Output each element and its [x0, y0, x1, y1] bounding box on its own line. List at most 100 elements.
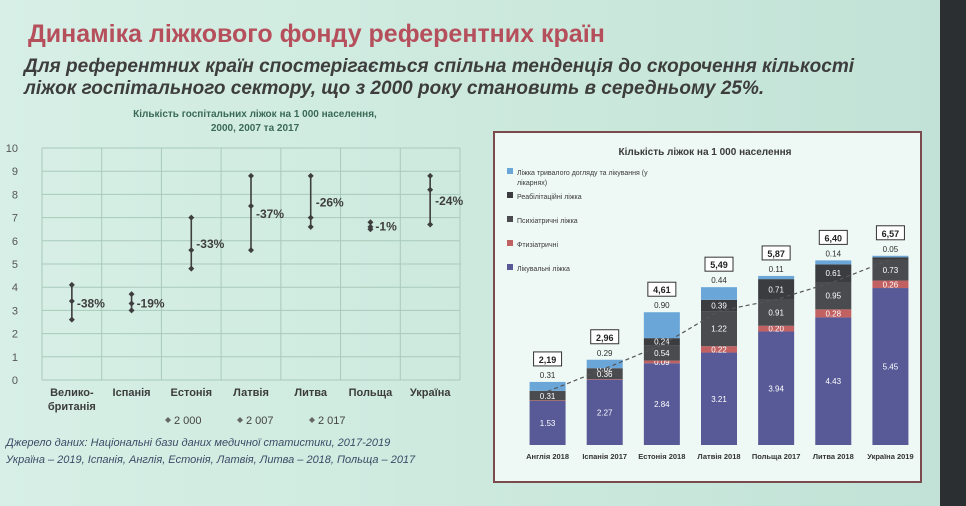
chart1-change-label: -37%	[256, 207, 284, 221]
chart1-y-tick-label: 9	[12, 166, 18, 178]
chart1-category-label: Латвія	[233, 387, 269, 399]
chart1-point-2007	[307, 214, 314, 221]
chart2-total-box	[761, 245, 791, 261]
chart2-segment-label: 0.31	[540, 392, 556, 401]
chart1-point-2007	[248, 203, 254, 209]
chart2-segment-label: 0.02	[597, 364, 613, 373]
chart2-total-label: 5,49	[710, 260, 728, 270]
chart1-change-label: -19%	[137, 296, 165, 310]
chart1-point-2007	[188, 247, 195, 254]
chart2-bar-segment	[758, 299, 795, 326]
slide: Динаміка ліжкового фонду референтних кра…	[0, 0, 940, 506]
chart2-legend-swatch	[507, 240, 513, 246]
chart1-point-2007	[68, 298, 75, 305]
chart2-bar-segment	[586, 359, 623, 369]
chart1-category-label: Велико-	[50, 387, 94, 399]
chart1-legend-marker	[237, 417, 243, 423]
chart1-point-2000	[367, 219, 374, 226]
chart2-legend-label: Фтизіатричні	[517, 241, 558, 249]
chart1-category-label: Литва	[294, 387, 327, 399]
chart1-legend-label: 2 017	[318, 415, 346, 427]
chart1-change-label: -1%	[375, 220, 397, 234]
chart1-point-2000	[248, 172, 254, 179]
chart1-category-label: Польща	[349, 387, 394, 399]
chart2-legend-label: Лікувальні ліжка	[517, 265, 570, 273]
chart1-legend-label: 2 000	[174, 415, 202, 427]
chart1-point-2000	[188, 214, 195, 221]
chart1-point-2000	[427, 172, 434, 179]
chart2-bar-segment	[529, 391, 566, 401]
chart2-legend-label: лікарнях)	[517, 179, 547, 187]
chart2-segment-label: 2.27	[597, 408, 613, 417]
chart2-segment-label: 0.71	[768, 285, 784, 294]
chart2-bar-segment	[815, 264, 852, 282]
chart2-total-label: 5,87	[767, 249, 785, 259]
chart2-bar-segment	[758, 325, 795, 332]
chart2-bar-segment	[872, 259, 909, 281]
chart2-segment-label: 0.05	[883, 245, 899, 254]
chart1-point-2000	[128, 291, 135, 298]
chart2-segment-label: 3.21	[711, 395, 727, 404]
chart1-change-label: -24%	[435, 194, 463, 208]
chart1-category-label: Україна	[410, 387, 452, 399]
chart2-segment-label: 0.14	[825, 249, 841, 258]
chart2-segment-label: 0.28	[825, 309, 841, 318]
chart2-category-label: Литва 2018	[813, 452, 854, 461]
chart2-bar-segment	[586, 379, 623, 380]
chart2-bar-segment	[586, 368, 623, 380]
chart1-y-tick-label: 2	[12, 329, 18, 341]
chart1-legend-marker	[165, 417, 171, 423]
chart2-total-box	[818, 229, 848, 245]
chart2-bar-segment	[701, 311, 737, 347]
chart2-segment-label: 0.09	[654, 358, 670, 367]
chart2-category-label: Естонія 2018	[638, 452, 685, 461]
hospital-beds-range-chart: Кількість госпітальних ліжок на 1 000 на…	[6, 109, 464, 427]
chart2-segment-label: 0.90	[654, 301, 670, 310]
chart2-trend-line	[547, 258, 891, 392]
chart1-y-tick-label: 7	[12, 213, 18, 225]
chart2-bar-segment	[872, 255, 909, 258]
chart2-legend-label: Реабілітаційні ліжка	[517, 193, 582, 201]
chart1-y-tick-label: 4	[12, 282, 18, 294]
chart2-bar-segment	[529, 400, 566, 445]
chart2-total-box	[647, 281, 677, 297]
chart2-legend-swatch	[507, 264, 513, 270]
bed-structure-chart: Кількість ліжок на 1 000 населення Ліжка …	[507, 147, 914, 461]
chart1-title-line-1: Кількість госпітальних ліжок на 1 000 на…	[133, 109, 377, 120]
source-note: Джерело даних: Національні бази даних ме…	[6, 435, 466, 469]
chart2-bar-segment	[701, 346, 737, 353]
chart1-y-tick-label: 6	[12, 236, 18, 248]
chart1-point-2017	[248, 247, 254, 254]
chart2-bar-segment	[758, 331, 795, 445]
chart2-segment-label: 0.24	[654, 338, 670, 347]
chart2-legend-label: Ліжка тривалого догляду та лікування (у	[517, 169, 648, 177]
chart1-point-2017	[128, 307, 135, 314]
chart2-legend-swatch	[507, 168, 513, 174]
chart1-change-label: -33%	[196, 237, 224, 251]
chart1-point-2017	[307, 223, 314, 230]
chart2-category-label: Польща 2017	[752, 452, 801, 461]
chart2-category-label: Україна 2019	[867, 452, 913, 461]
chart1-category-label: Естонія	[171, 387, 213, 399]
chart2-bar-segment	[701, 352, 737, 445]
chart2-title: Кількість ліжок на 1 000 населення	[618, 147, 791, 158]
chart2-bar-segment	[872, 257, 909, 260]
chart2-segment-label: 0.26	[883, 280, 899, 289]
chart1-point-2000	[68, 281, 75, 288]
chart2-segment-label: 2.84	[654, 400, 670, 409]
slide-title: Динаміка ліжкового фонду референтних кра…	[28, 20, 605, 48]
chart2-bar-segment	[758, 275, 795, 280]
chart2-segment-label: 5.45	[883, 363, 899, 372]
chart1-point-2017	[68, 316, 75, 323]
chart2-total-label: 6,40	[825, 233, 843, 243]
chart1-y-tick-label: 8	[12, 189, 18, 201]
chart2-total-box	[590, 329, 620, 345]
chart2-bar-segment	[872, 288, 909, 445]
chart2-bar-segment	[643, 338, 680, 346]
chart2-segment-label: 4.43	[825, 377, 841, 386]
chart2-segment-label: 0.11	[769, 265, 785, 274]
chart2-bar-segment	[643, 363, 680, 445]
chart2-total-label: 6,57	[882, 229, 900, 239]
chart1-y-tick-label: 3	[12, 305, 18, 317]
chart1-point-2007	[427, 186, 434, 193]
